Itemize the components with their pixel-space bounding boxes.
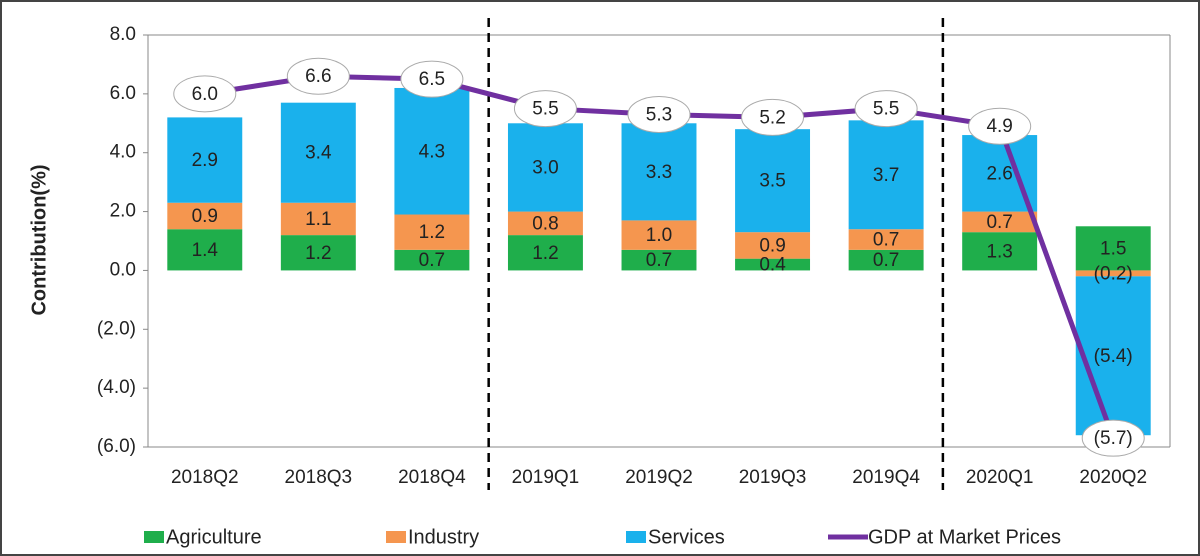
bar-segment <box>507 235 583 271</box>
data-label: 4.9 <box>986 116 1012 137</box>
data-label: 0.4 <box>759 255 786 276</box>
y-tick-label: (6.0) <box>97 436 136 457</box>
label-bubble <box>854 90 918 128</box>
x-tick-label: 2019Q1 <box>512 467 580 488</box>
data-label: 3.4 <box>305 143 332 164</box>
bar-segment <box>280 102 356 203</box>
x-tick-label: 2018Q4 <box>398 467 466 488</box>
label-bubble <box>627 95 691 133</box>
data-label: 1.2 <box>419 222 445 243</box>
data-label: (5.4) <box>1094 346 1133 367</box>
bar-segment <box>848 120 924 230</box>
label-bubble <box>968 107 1032 145</box>
label-bubble <box>741 98 805 136</box>
data-label: 0.9 <box>759 235 785 256</box>
data-label: 0.7 <box>646 250 672 271</box>
y-tick-label: 6.0 <box>110 83 136 104</box>
bar-segment <box>394 87 470 215</box>
y-tick-label: 2.0 <box>110 201 136 222</box>
y-tick-label: 8.0 <box>110 24 136 45</box>
data-label: 4.3 <box>419 141 445 162</box>
data-label: 1.1 <box>305 209 331 230</box>
y-tick-label: 4.0 <box>110 142 136 163</box>
bar-segment <box>167 117 243 203</box>
bar-segment <box>167 229 243 271</box>
bar-segment <box>621 220 697 250</box>
label-bubble <box>286 57 350 95</box>
data-label: 1.2 <box>532 243 558 264</box>
data-label: 1.0 <box>646 225 672 246</box>
legend-swatch <box>144 531 164 543</box>
x-tick-label: 2019Q3 <box>739 467 807 488</box>
x-tick-label: 2020Q1 <box>966 467 1034 488</box>
y-tick-label: 0.0 <box>110 259 136 280</box>
bar-segment <box>507 123 583 212</box>
bar-segment <box>848 249 924 271</box>
data-label: 0.8 <box>532 213 558 234</box>
bar-segment <box>394 214 470 250</box>
label-bubble <box>1081 419 1145 457</box>
bar-segment <box>848 229 924 250</box>
data-label: 2.9 <box>192 150 218 171</box>
data-label: 3.5 <box>759 171 785 192</box>
bar-segment <box>507 211 583 236</box>
legend-label: Services <box>648 526 725 548</box>
bar-segment <box>1075 226 1151 271</box>
data-label: 3.3 <box>646 162 672 183</box>
bar-segment <box>621 249 697 271</box>
y-tick-label: (4.0) <box>97 377 136 398</box>
data-label: 2.6 <box>986 163 1012 184</box>
data-label: 1.3 <box>986 241 1012 262</box>
data-label: 0.9 <box>192 206 218 227</box>
bar-segment <box>394 249 470 271</box>
data-label: 5.5 <box>873 99 899 120</box>
data-label: 0.7 <box>873 230 899 251</box>
bar-segment <box>1075 270 1151 277</box>
data-label: 6.6 <box>305 66 331 87</box>
data-label: 5.5 <box>532 99 558 120</box>
x-tick-label: 2019Q2 <box>625 467 693 488</box>
data-label: 0.7 <box>419 250 445 271</box>
data-label: 6.5 <box>419 69 445 90</box>
bar-segment <box>280 235 356 271</box>
legend-swatch <box>386 531 406 543</box>
data-label: 1.5 <box>1100 238 1126 259</box>
label-bubble <box>173 75 237 113</box>
bar-segment <box>280 202 356 236</box>
data-label: 5.3 <box>646 104 672 125</box>
data-label: 1.2 <box>305 243 331 264</box>
data-label: 1.4 <box>192 240 219 261</box>
data-label: 6.0 <box>192 84 218 105</box>
bar-segment <box>735 129 811 233</box>
data-label: (5.7) <box>1094 428 1133 449</box>
data-label: (0.2) <box>1094 263 1133 284</box>
legend-label: Agriculture <box>166 526 262 548</box>
bar-segment <box>962 232 1038 271</box>
data-label: 3.7 <box>873 165 899 186</box>
y-axis-label: Contribution(%) <box>28 164 50 315</box>
bar-segment <box>1075 276 1151 436</box>
data-label: 0.7 <box>986 212 1012 233</box>
data-label: 0.7 <box>873 250 899 271</box>
bar-segment <box>621 123 697 221</box>
x-tick-label: 2018Q2 <box>171 467 239 488</box>
legend-swatch <box>626 531 646 543</box>
label-bubble <box>400 60 464 98</box>
label-bubble <box>513 90 577 128</box>
bar-segment <box>962 211 1038 233</box>
data-label: 5.2 <box>759 107 785 128</box>
bar-segment <box>735 258 811 271</box>
legend-label: Industry <box>408 526 479 548</box>
x-tick-label: 2018Q3 <box>285 467 353 488</box>
bar-segment <box>167 202 243 230</box>
bar-segment <box>735 232 811 259</box>
legend-label: GDP at Market Prices <box>868 526 1061 548</box>
x-tick-label: 2020Q2 <box>1079 467 1147 488</box>
x-tick-label: 2019Q4 <box>852 467 920 488</box>
y-tick-label: (2.0) <box>97 318 136 339</box>
data-label: 3.0 <box>532 157 558 178</box>
